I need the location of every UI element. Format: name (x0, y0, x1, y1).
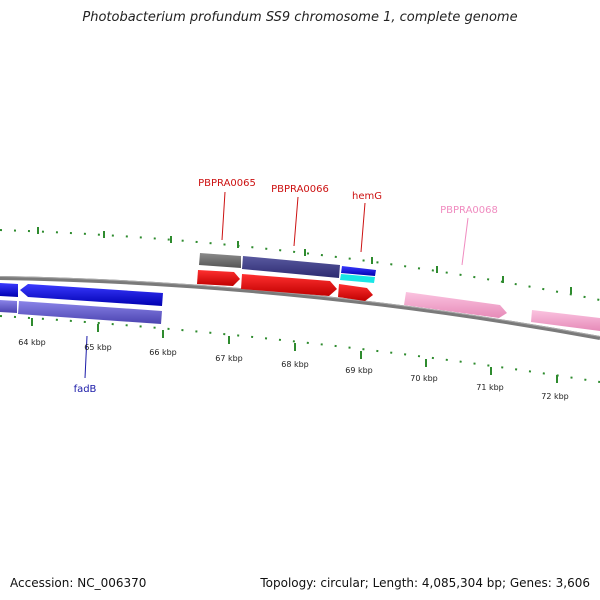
map-title: Photobacterium profundum SS9 chromosome … (82, 10, 518, 25)
gene-label-hemg[interactable]: hemG (352, 191, 382, 202)
gene-label-pbpra0066[interactable]: PBPRA0066 (271, 184, 329, 195)
gene-pbpra0066-feature[interactable] (242, 256, 340, 278)
gene-labels: PBPRA0065 PBPRA0066 hemG PBPRA0068 fadB (74, 178, 498, 395)
gene-label-pbpra0065[interactable]: PBPRA0065 (198, 178, 256, 189)
gene-fadb-feature[interactable] (18, 301, 162, 324)
gene-red-arrow-1[interactable] (197, 270, 240, 286)
gene-label-lines (84, 191, 469, 379)
kbp-label: 66 kbp (149, 348, 177, 357)
kbp-label: 71 kbp (476, 383, 504, 392)
kbp-label: 69 kbp (345, 366, 373, 375)
gene-blue-arrow-main[interactable] (20, 284, 163, 306)
gene-label-fadb[interactable]: fadB (74, 384, 97, 395)
accession-text: Accession: NC_006370 (10, 576, 147, 590)
gene-pbpra0068-feature[interactable] (404, 292, 507, 318)
gene-red-arrow-2[interactable] (241, 274, 337, 296)
gene-label-pbpra0068[interactable]: PBPRA0068 (440, 205, 498, 216)
kbp-label: 70 kbp (410, 374, 438, 383)
outer-tick-track (0, 227, 600, 301)
genome-summary-text: Topology: circular; Length: 4,085,304 bp… (260, 576, 590, 590)
gene-hemg-feature[interactable] (341, 266, 376, 276)
gene-pbpra0065-feature[interactable] (199, 253, 241, 268)
red-gene-arrows (197, 270, 373, 301)
kbp-label: 72 kbp (541, 392, 569, 401)
blue-gene-arrows (0, 283, 163, 306)
gene-pink-arrow-right[interactable] (531, 310, 600, 331)
slate-gene-features (0, 300, 162, 324)
genome-backbone (0, 276, 600, 340)
kbp-label: 68 kbp (281, 360, 309, 369)
gene-cyan-feature (340, 274, 375, 283)
pink-gene-arrows (404, 292, 600, 331)
gene-blue-arrow-left[interactable] (0, 283, 18, 297)
gene-red-arrow-3[interactable] (338, 284, 373, 301)
kbp-scale-labels: 64 kbp 65 kbp 66 kbp 67 kbp 68 kbp 69 kb… (18, 338, 569, 401)
inner-tick-track (0, 315, 600, 383)
kbp-label: 67 kbp (215, 354, 243, 363)
kbp-label: 65 kbp (84, 343, 112, 352)
forward-strand-genes (199, 253, 376, 283)
kbp-label: 64 kbp (18, 338, 46, 347)
gene-slate-left[interactable] (0, 300, 17, 313)
